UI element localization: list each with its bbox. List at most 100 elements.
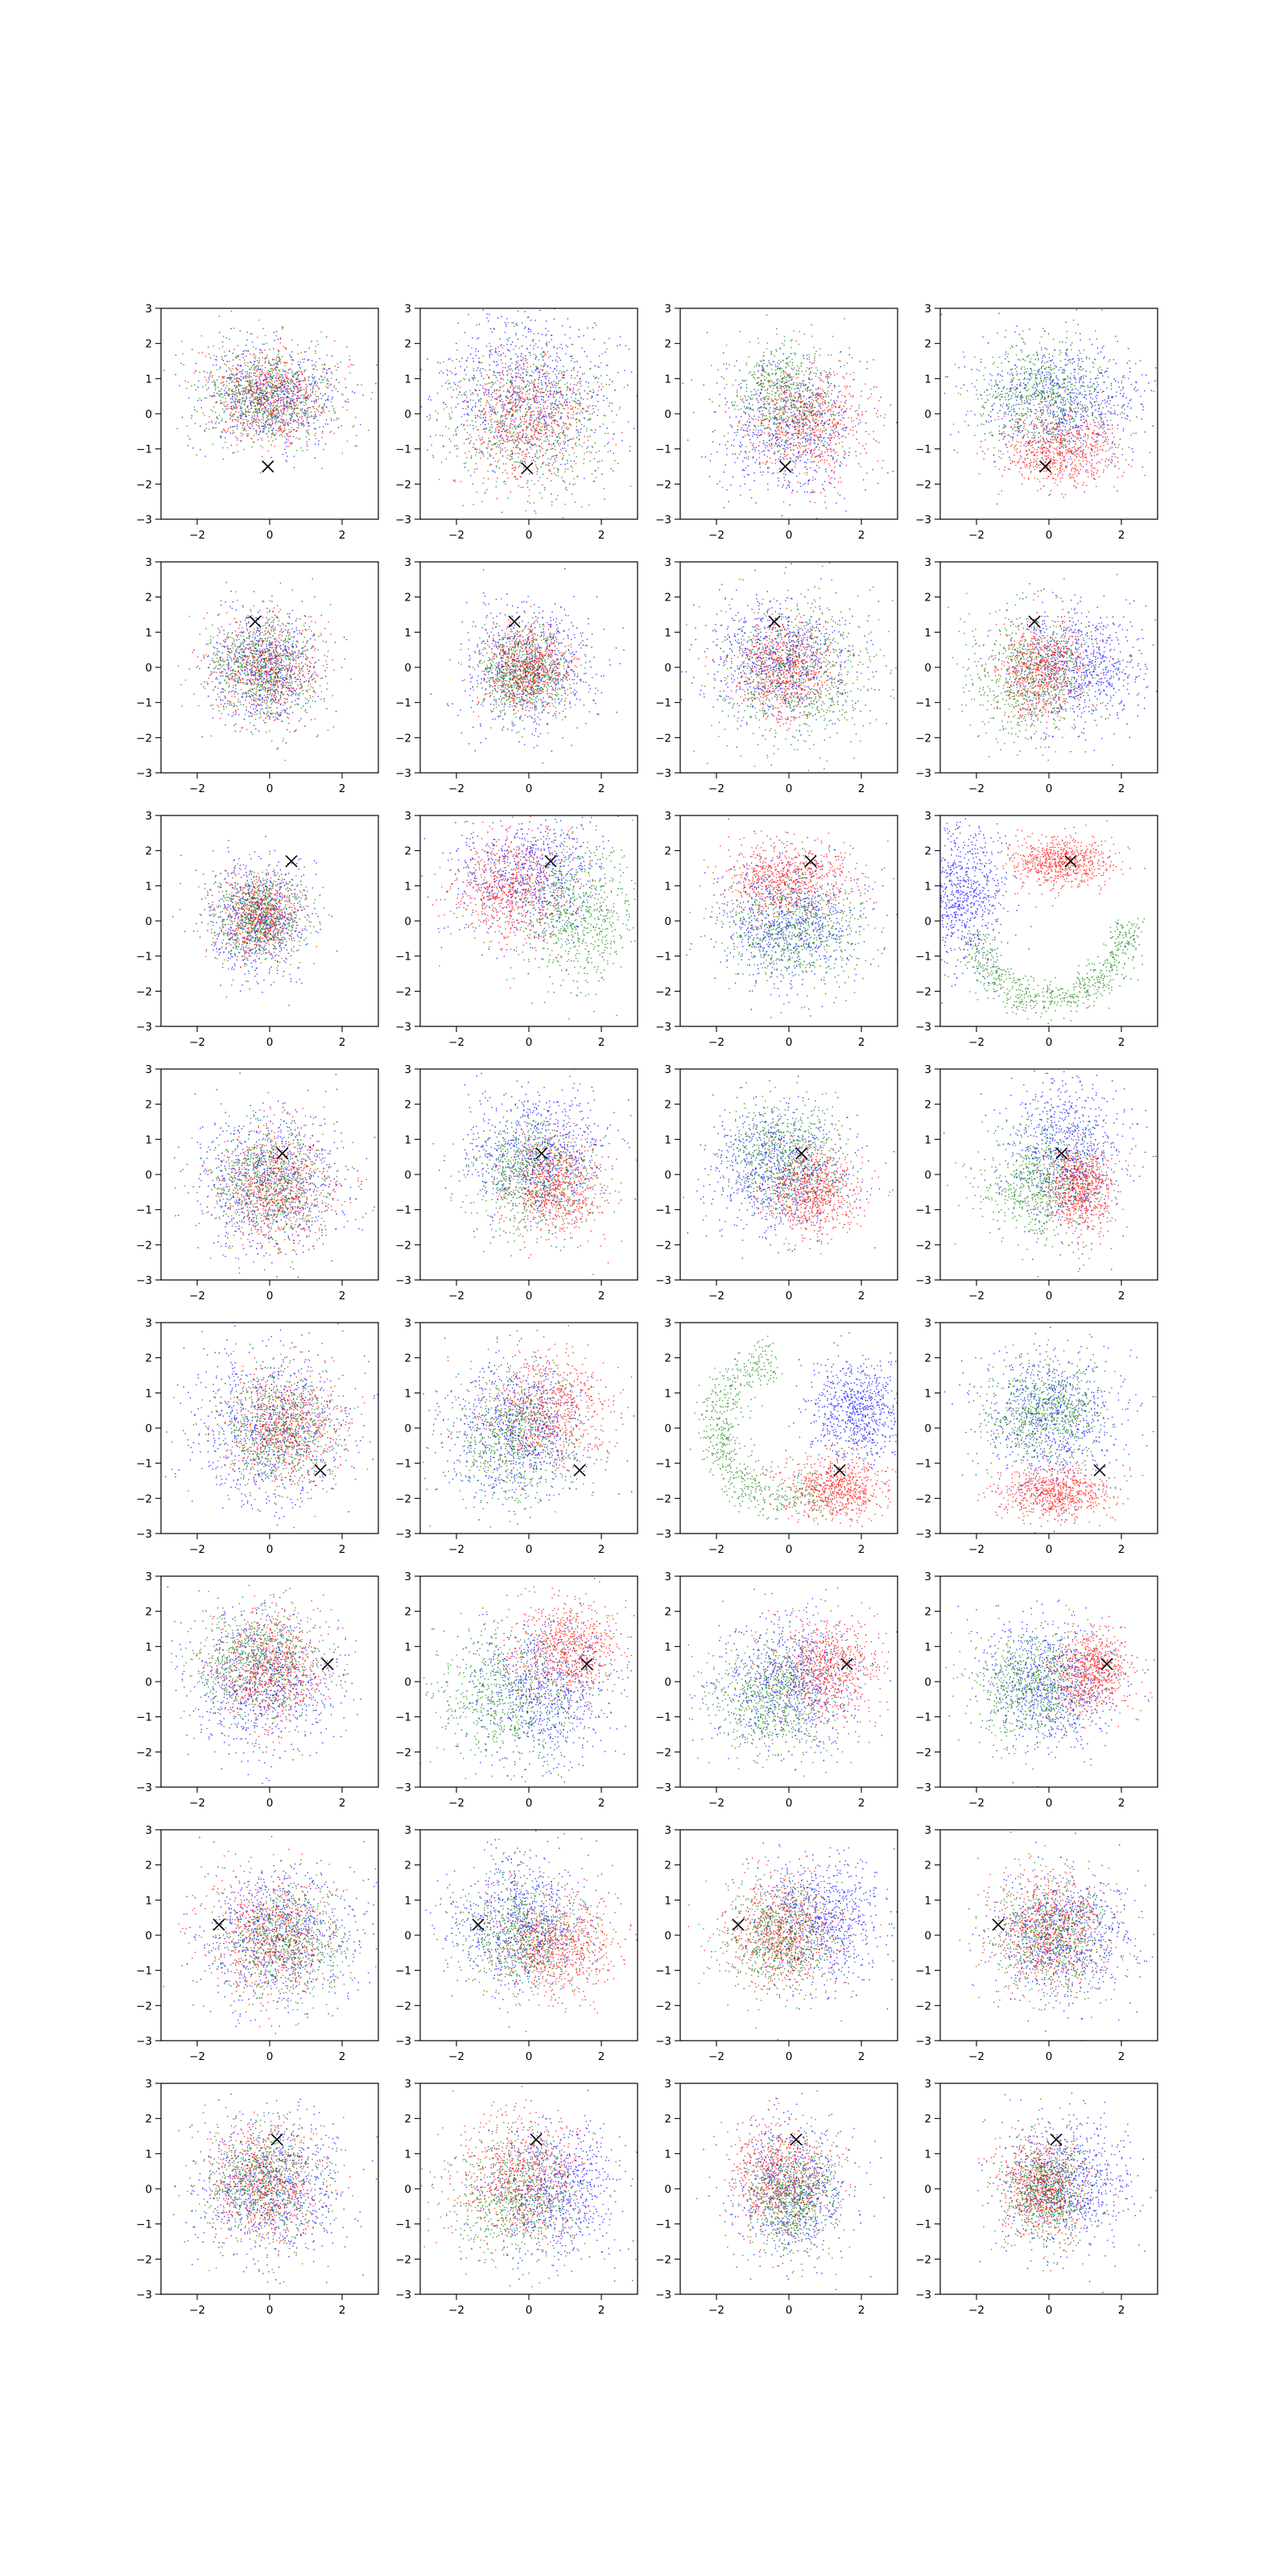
scatter-series-blue xyxy=(174,1072,376,1278)
y-tick-label: 1 xyxy=(404,1387,411,1400)
y-tick-label: 0 xyxy=(664,2183,671,2196)
y-tick-label: 0 xyxy=(404,408,411,421)
y-tick-label: 0 xyxy=(145,662,152,675)
y-tick-label: 1 xyxy=(664,1133,671,1146)
y-tick-label: 2 xyxy=(664,1099,671,1112)
y-tick-label: 2 xyxy=(924,1352,931,1365)
y-tick-label: 3 xyxy=(404,1063,411,1076)
y-tick-label: 3 xyxy=(404,1317,411,1330)
scatter-series-red xyxy=(740,1128,894,1255)
y-tick-label: −1 xyxy=(915,1711,931,1724)
x-tick-label: 2 xyxy=(1118,1543,1125,1556)
y-tick-label: 3 xyxy=(924,1317,931,1330)
x-tick-label: 2 xyxy=(1118,1290,1125,1302)
scatter-points xyxy=(696,2090,885,2290)
panel-r6-c3: −2 0 2 −3 −2 −1 0 1 2 3 xyxy=(655,1571,898,1810)
scatter-series-red xyxy=(173,1348,371,1509)
y-tick-label: −1 xyxy=(915,951,931,964)
y-tick-label: −2 xyxy=(395,2253,411,2266)
x-tick-label: 2 xyxy=(598,1290,605,1302)
x-marker xyxy=(213,1918,225,1931)
x-marker-stroke xyxy=(580,1657,593,1670)
y-tick-label: −2 xyxy=(136,732,152,745)
y-tick-label: −3 xyxy=(655,1528,671,1541)
y-tick-label: 3 xyxy=(664,1824,671,1837)
y-tick-label: 2 xyxy=(145,592,152,605)
y-tick-label: −3 xyxy=(915,1021,931,1034)
y-tick-label: −3 xyxy=(915,767,931,780)
x-tick-label: 0 xyxy=(1046,782,1053,795)
y-tick-label: −1 xyxy=(655,1711,671,1724)
panel-r5-c3: −2 0 2 −3 −2 −1 0 1 2 3 xyxy=(655,1317,898,1556)
x-tick-label: −2 xyxy=(448,782,464,795)
x-tick-label: 0 xyxy=(526,2304,533,2317)
y-tick-label: −3 xyxy=(915,514,931,526)
x-marker xyxy=(573,1463,586,1476)
y-tick-label: 3 xyxy=(664,1571,671,1583)
x-marker-stroke xyxy=(1038,460,1052,473)
x-tick-label: −2 xyxy=(189,2050,205,2063)
y-tick-label: 1 xyxy=(404,1133,411,1146)
y-tick-label: −2 xyxy=(915,2253,931,2266)
y-tick-label: 0 xyxy=(664,662,671,675)
y-tick-label: −2 xyxy=(136,2000,152,2013)
x-tick-label: 2 xyxy=(858,782,865,795)
y-tick-label: −1 xyxy=(395,1458,411,1471)
x-tick-label: 0 xyxy=(786,1797,793,1810)
y-tick-label: −3 xyxy=(395,1021,411,1034)
x-tick-label: −2 xyxy=(448,1036,464,1049)
x-marker xyxy=(1055,1147,1068,1160)
x-tick-label: −2 xyxy=(448,1797,464,1810)
y-tick-label: −2 xyxy=(915,1239,931,1252)
y-tick-label: 2 xyxy=(404,1860,411,1872)
x-tick-label: −2 xyxy=(189,1290,205,1302)
x-tick-label: −2 xyxy=(448,529,464,542)
scatter-points xyxy=(959,1831,1158,2041)
x-marker xyxy=(521,462,534,475)
scatter-series-green xyxy=(711,314,863,491)
x-tick-label: 0 xyxy=(526,529,533,542)
y-tick-label: −1 xyxy=(655,1965,671,1978)
y-tick-label: 3 xyxy=(664,303,671,316)
x-marker-stroke xyxy=(213,1918,225,1931)
x-marker-stroke xyxy=(508,615,521,628)
scatter-series-blue xyxy=(161,1586,361,1785)
y-tick-label: 1 xyxy=(924,2148,931,2161)
x-marker xyxy=(1050,2133,1063,2146)
y-tick-label: 0 xyxy=(924,1422,931,1435)
y-tick-label: 1 xyxy=(664,1387,671,1400)
y-tick-label: −2 xyxy=(655,1492,671,1505)
scatter-points xyxy=(174,1072,376,1278)
y-tick-label: 1 xyxy=(145,1641,152,1653)
y-tick-label: 2 xyxy=(145,1352,152,1365)
x-tick-label: 2 xyxy=(858,1036,865,1049)
x-marker xyxy=(530,2133,543,2146)
x-tick-label: 2 xyxy=(858,1797,865,1810)
y-tick-label: −2 xyxy=(395,985,411,998)
y-tick-label: −1 xyxy=(136,444,152,456)
x-tick-label: 0 xyxy=(266,529,274,542)
panel-r5-c2: −2 0 2 −3 −2 −1 0 1 2 3 xyxy=(395,1317,638,1556)
scatter-series-red xyxy=(759,1439,898,1527)
x-tick-label: 0 xyxy=(526,1797,533,1810)
x-tick-label: 2 xyxy=(1118,2050,1125,2063)
y-tick-label: 3 xyxy=(924,303,931,316)
x-tick-label: 0 xyxy=(786,1543,793,1556)
y-tick-label: 3 xyxy=(145,2078,152,2091)
y-tick-label: −3 xyxy=(915,2035,931,2048)
y-tick-label: −1 xyxy=(915,697,931,710)
x-marker xyxy=(778,460,792,473)
x-tick-label: 0 xyxy=(1046,1036,1053,1049)
y-tick-label: −2 xyxy=(655,732,671,745)
scatter-series-blue xyxy=(421,815,619,975)
y-tick-label: −1 xyxy=(395,2219,411,2231)
y-tick-label: 0 xyxy=(145,2183,152,2196)
y-tick-label: −1 xyxy=(915,2219,931,2231)
x-marker xyxy=(314,1463,327,1476)
x-marker-stroke xyxy=(321,1657,334,1670)
y-tick-label: −2 xyxy=(395,732,411,745)
y-tick-label: 3 xyxy=(924,1063,931,1076)
y-tick-label: −3 xyxy=(136,1528,152,1541)
x-tick-label: −2 xyxy=(968,1543,985,1556)
y-tick-label: 2 xyxy=(664,1860,671,1872)
